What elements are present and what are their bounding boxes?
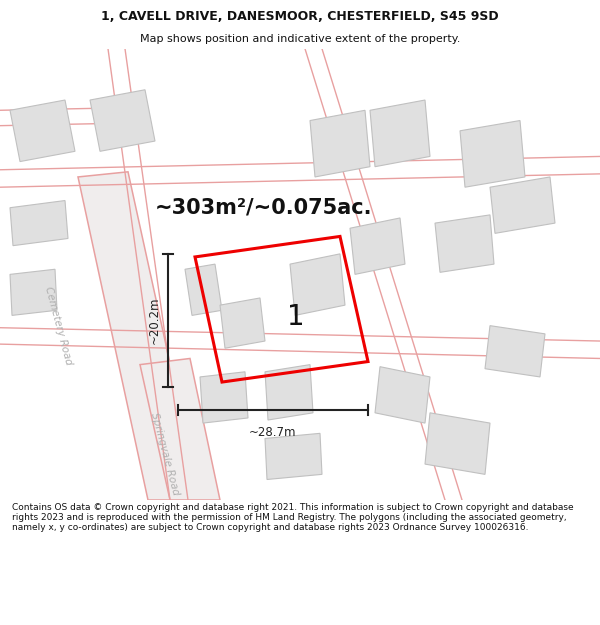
Polygon shape — [485, 326, 545, 377]
Polygon shape — [140, 359, 220, 500]
Polygon shape — [10, 269, 57, 316]
Polygon shape — [435, 215, 494, 272]
Polygon shape — [185, 264, 222, 316]
Text: ~303m²/~0.075ac.: ~303m²/~0.075ac. — [155, 198, 373, 217]
Text: ~20.2m: ~20.2m — [148, 297, 161, 344]
Text: 1, CAVELL DRIVE, DANESMOOR, CHESTERFIELD, S45 9SD: 1, CAVELL DRIVE, DANESMOOR, CHESTERFIELD… — [101, 10, 499, 22]
Polygon shape — [220, 298, 265, 348]
Polygon shape — [350, 218, 405, 274]
Polygon shape — [265, 364, 313, 420]
Polygon shape — [78, 172, 200, 500]
Polygon shape — [90, 90, 155, 151]
Polygon shape — [310, 110, 370, 177]
Text: 1: 1 — [287, 304, 305, 331]
Polygon shape — [370, 100, 430, 167]
Polygon shape — [460, 121, 525, 188]
Text: Map shows position and indicative extent of the property.: Map shows position and indicative extent… — [140, 34, 460, 44]
Polygon shape — [10, 201, 68, 246]
Polygon shape — [10, 100, 75, 161]
Polygon shape — [200, 372, 248, 423]
Polygon shape — [425, 413, 490, 474]
Text: ~28.7m: ~28.7m — [249, 426, 297, 439]
Polygon shape — [490, 177, 555, 233]
Polygon shape — [290, 254, 345, 316]
Polygon shape — [375, 367, 430, 423]
Polygon shape — [265, 433, 322, 479]
Text: Contains OS data © Crown copyright and database right 2021. This information is : Contains OS data © Crown copyright and d… — [12, 503, 574, 532]
Text: Springvale Road: Springvale Road — [149, 411, 181, 496]
Text: Cemetery Road: Cemetery Road — [43, 285, 73, 366]
